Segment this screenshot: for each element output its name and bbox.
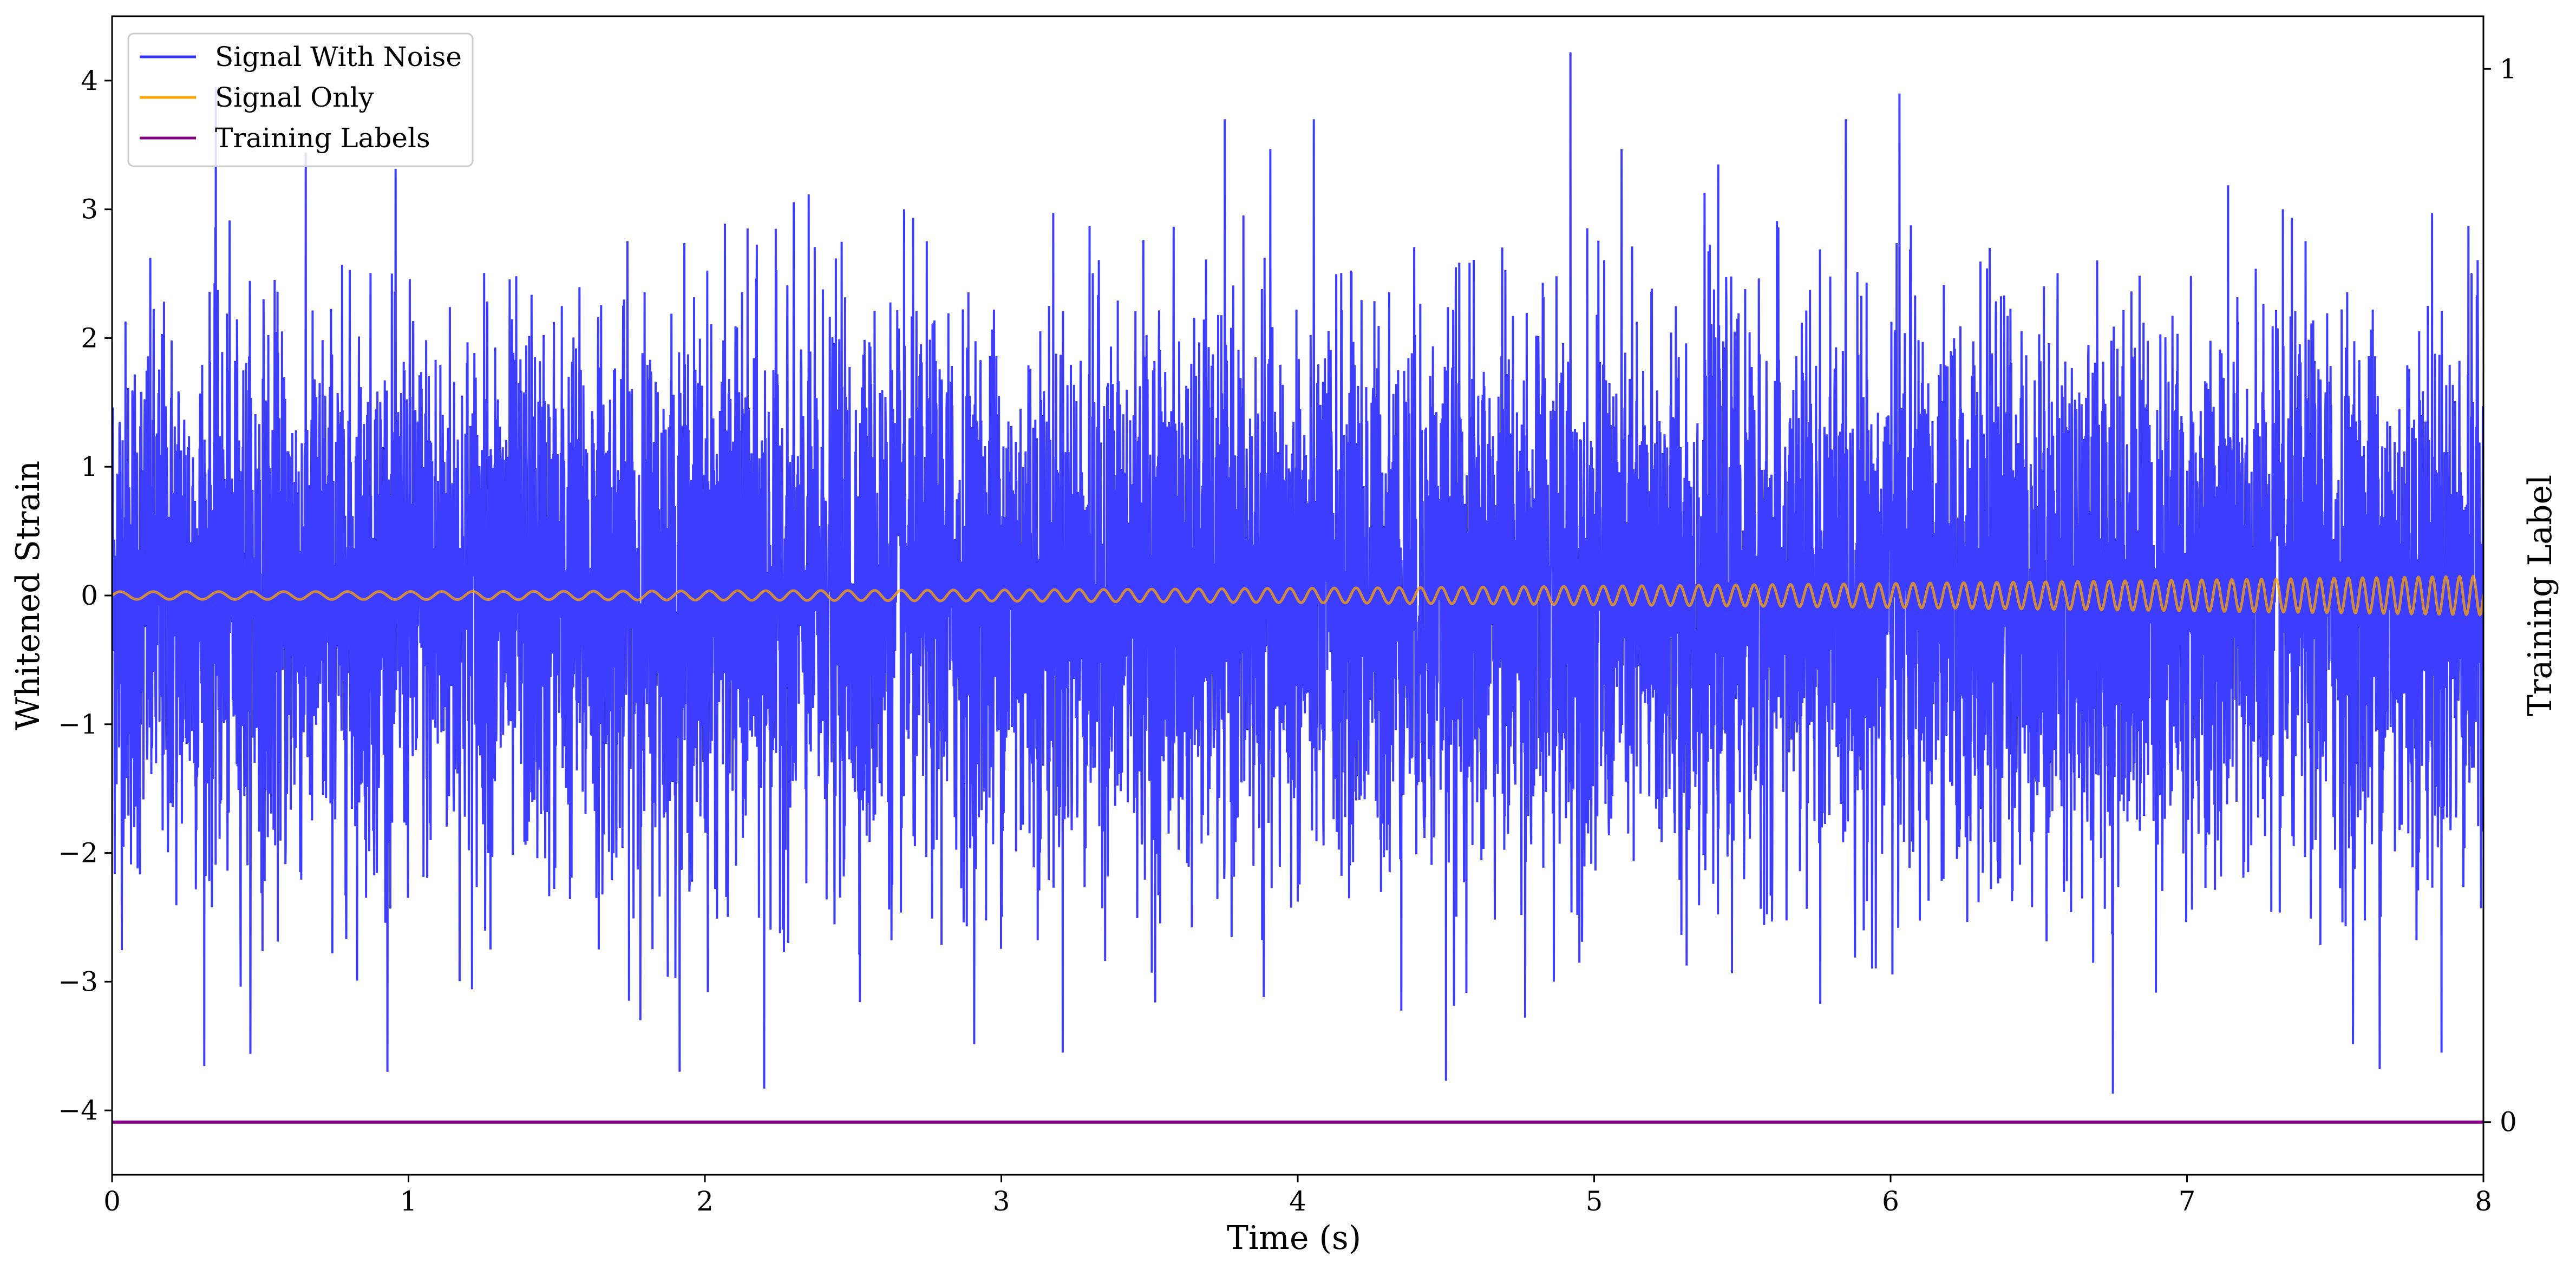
legend-box (127, 32, 474, 167)
y-tick-label: −4 (58, 1095, 98, 1126)
series-signal-only-line (112, 574, 2483, 617)
y2-tick-label: 0 (2500, 1107, 2517, 1138)
legend-item-label: Signal Only (215, 82, 374, 113)
y-tick-label: 4 (81, 65, 98, 96)
x-tick-label: 5 (1586, 1186, 1603, 1217)
x-axis-label: Time (s) (1227, 1219, 1361, 1257)
x-tick-label: 1 (400, 1186, 417, 1217)
legend-item-label: Signal With Noise (215, 41, 462, 73)
y-tick-label: 0 (81, 580, 98, 611)
x-tick-label: 6 (1882, 1186, 1899, 1217)
axes: 0 1 2 3 4 5 6 7 8 −4 −3 −2 −1 0 1 2 3 4 0 1 (58, 15, 2517, 1217)
x-tick-label: 7 (2179, 1186, 2196, 1217)
x-tick-label: 8 (2475, 1186, 2492, 1217)
y-tick-label: 3 (81, 194, 98, 225)
y-tick-label: −3 (58, 966, 98, 997)
plot-area (112, 52, 2483, 1124)
series-signal-with-noise-line (112, 52, 2483, 1094)
y-tick-label: −2 (58, 837, 98, 869)
x-tick-label: 0 (103, 1186, 121, 1217)
y-tick-label: −1 (58, 709, 98, 740)
y-axis-label: Whitened Strain (9, 461, 47, 730)
x-tick-label: 4 (1289, 1186, 1306, 1217)
y-tick-label: 1 (81, 451, 98, 482)
y-tick-label: 2 (81, 322, 98, 354)
legend: Signal With Noise Signal Only Training Lab… (127, 32, 474, 167)
legend-item-label: Training Labels (215, 122, 430, 154)
y2-axis-label: Training Label (2521, 475, 2559, 716)
y2-tick-label: 1 (2500, 53, 2517, 84)
x-tick-label: 3 (993, 1186, 1010, 1217)
x-tick-label: 2 (696, 1186, 714, 1217)
